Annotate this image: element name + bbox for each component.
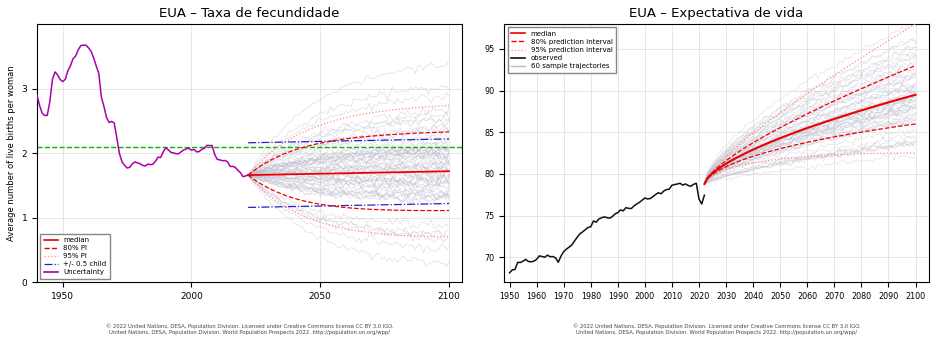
Y-axis label: Average number of live births per woman: Average number of live births per woman [7,65,16,241]
Title: EUA – Taxa de fecundidade: EUA – Taxa de fecundidade [159,7,340,20]
Text: © 2022 United Nations, DESA, Population Division. Licensed under Creative Common: © 2022 United Nations, DESA, Population … [106,324,393,335]
Legend: median, 80% PI, 95% PI, +/- 0.5 child, Uncertainty: median, 80% PI, 95% PI, +/- 0.5 child, U… [40,234,110,279]
Legend: median, 80% prediction interval, 95% prediction interval, observed, 60 sample tr: median, 80% prediction interval, 95% pre… [507,27,616,73]
Text: © 2022 United Nations, DESA, Population Division. Licensed under Creative Common: © 2022 United Nations, DESA, Population … [573,324,860,335]
Title: EUA – Expectativa de vida: EUA – Expectativa de vida [630,7,804,20]
